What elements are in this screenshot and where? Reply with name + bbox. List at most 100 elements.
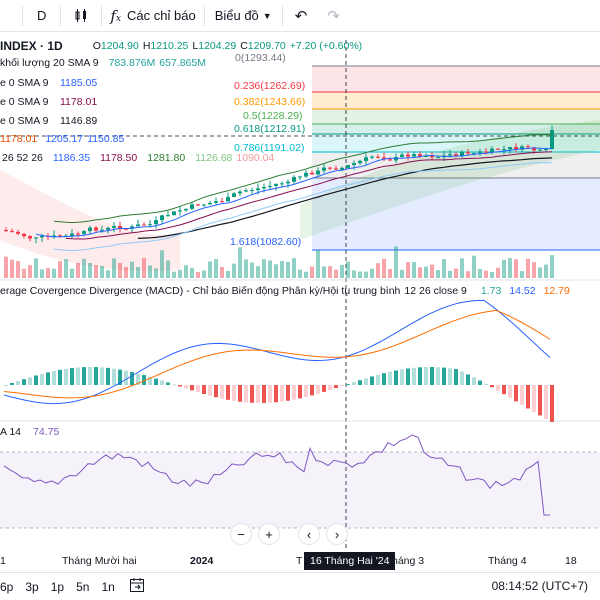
candle-body <box>22 233 26 237</box>
scroll-right-button[interactable]: › <box>326 523 348 545</box>
macd-histogram-bar <box>310 385 314 396</box>
volume-bar <box>466 271 470 278</box>
macd-histogram-bar <box>76 367 80 385</box>
fib-label-text: 0.382(1243.66) <box>234 96 306 108</box>
volume-legend: khối lượng 20 SMA 9 783.876M 657.865M <box>0 57 206 69</box>
price-chart[interactable] <box>0 32 600 552</box>
fib-label-text: 0(1293.44) <box>235 52 286 64</box>
macd-histogram-bar <box>496 385 500 391</box>
fib-label-text: 0.236(1262.69) <box>234 80 306 92</box>
macd-histogram-bar <box>298 385 302 399</box>
fib-zone <box>312 92 600 109</box>
chart-type-button[interactable]: Biểu đồ ▼ <box>205 0 282 32</box>
volume-bar <box>46 268 50 278</box>
volume-bar <box>400 269 404 278</box>
fib-label-382: 0.382(1243.66) <box>234 96 305 108</box>
sma-line <box>137 157 553 239</box>
sma-legend-value: 1185.05 <box>60 77 98 89</box>
candle-body <box>148 224 152 226</box>
rsi-legend: A 14 74.75 <box>0 426 59 438</box>
volume-legend-value-1: 783.876M <box>108 57 156 69</box>
candle-body <box>34 237 38 239</box>
clock-timezone[interactable]: 08:14:52 (UTC+7) <box>491 579 588 593</box>
volume-bar <box>268 260 272 278</box>
volume-bar <box>292 258 296 278</box>
volume-bar <box>310 266 314 278</box>
volume-bar <box>460 258 464 278</box>
candles-icon[interactable] <box>61 0 101 32</box>
zoom-out-button[interactable]: − <box>230 523 252 545</box>
candle-body <box>100 229 104 231</box>
candle-body <box>352 163 356 166</box>
macd-histogram-bar <box>22 379 26 385</box>
candle-body <box>490 148 494 153</box>
undo-icon: ↶ <box>294 7 308 25</box>
rsi-value: 74.75 <box>33 426 60 438</box>
volume-bar <box>478 268 482 278</box>
change-value: +7.20 (+0.60%) <box>289 40 363 52</box>
volume-bar <box>100 265 104 278</box>
close-label: C <box>240 40 248 52</box>
indicators-button[interactable]: fx Các chỉ báo <box>102 0 203 32</box>
volume-bar <box>442 259 446 278</box>
macd-signal-line <box>3 309 551 399</box>
undo-button[interactable]: ↶ <box>283 0 320 32</box>
candle-body <box>76 233 80 235</box>
zoom-in-button[interactable]: + <box>258 523 280 545</box>
timeframe-1p[interactable]: 1p <box>50 579 65 594</box>
fib-label-5: 0.5(1228.29) <box>243 110 303 122</box>
macd-histogram-bar <box>124 370 128 385</box>
macd-histogram-bar <box>514 385 518 402</box>
volume-bar <box>112 258 116 278</box>
candle-body <box>388 159 392 161</box>
volume-bar <box>274 264 278 278</box>
symbol-name[interactable]: INDEX · 1D <box>0 39 63 53</box>
time-axis[interactable]: 1 Tháng Mười hai 2024 T háng 3 Tháng 4 1… <box>0 552 600 572</box>
volume-bar <box>448 270 452 278</box>
macd-histogram-bar <box>436 367 440 385</box>
volume-bar <box>184 265 188 278</box>
volume-bar <box>118 263 122 278</box>
divider <box>101 5 103 26</box>
candle-body <box>382 157 386 160</box>
volume-bar <box>250 262 254 278</box>
volume-bar <box>58 261 62 278</box>
volume-bar <box>178 269 182 278</box>
macd-histogram-bar <box>256 385 260 403</box>
timeframe-3p[interactable]: 3p <box>25 579 39 594</box>
redo-button[interactable]: ↷ <box>319 0 348 32</box>
candle-body <box>478 151 482 154</box>
sma-legend-label: e 0 SMA 9 <box>0 96 49 108</box>
fib-label-0: 0(1293.44) <box>235 52 286 64</box>
candle-body <box>178 210 182 212</box>
sma-line <box>35 147 553 238</box>
interval-button[interactable]: D <box>37 8 47 23</box>
fib-zone <box>312 178 600 250</box>
candle-body <box>10 231 14 233</box>
timeframe-6p[interactable]: 6p <box>0 579 14 594</box>
volume-bar <box>532 262 536 278</box>
volume-bar <box>436 270 440 278</box>
scroll-left-button[interactable]: ‹ <box>298 523 320 545</box>
indicators-label: Các chỉ báo <box>127 8 196 23</box>
volume-bar <box>208 261 212 278</box>
volume-bar <box>394 246 398 278</box>
timeframe-5n[interactable]: 5n <box>76 579 90 594</box>
macd-histogram-bar <box>106 367 110 385</box>
chevron-down-icon: ▼ <box>262 10 272 21</box>
volume-bar <box>238 247 242 278</box>
volume-bar <box>376 263 380 278</box>
volume-bar <box>388 269 392 278</box>
volume-bar <box>364 271 368 278</box>
menu-item[interactable] <box>0 0 22 32</box>
macd-histogram-bar <box>196 385 200 393</box>
macd-histogram-bar <box>208 385 212 396</box>
calendar-range-icon[interactable] <box>129 577 145 596</box>
candle-body <box>370 156 374 158</box>
candle-body <box>190 204 194 209</box>
candle-body <box>118 225 122 229</box>
candle-body <box>550 130 554 149</box>
ichimoku-value: 1205.17 <box>45 133 84 145</box>
chart-area[interactable] <box>0 32 600 552</box>
timeframe-1n[interactable]: 1n <box>101 579 115 594</box>
